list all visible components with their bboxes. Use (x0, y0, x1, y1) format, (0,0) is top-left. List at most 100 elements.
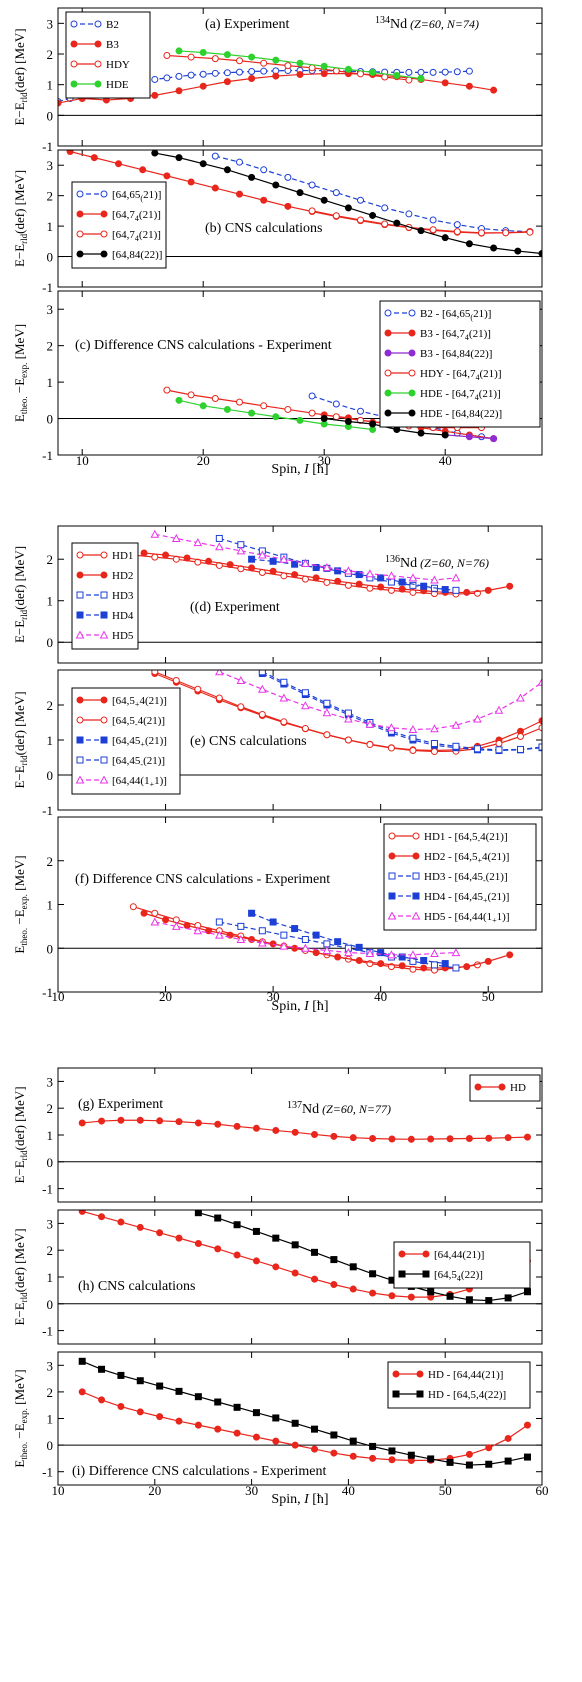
legend-subscript: - (140, 760, 143, 769)
data-point (441, 68, 449, 76)
data-point (452, 742, 460, 750)
data-point (412, 892, 420, 900)
data-point (369, 1442, 377, 1450)
data-point (98, 1213, 106, 1221)
data-point (441, 431, 449, 439)
legend-text: B2 - [64,65 (420, 308, 471, 320)
data-point (252, 1124, 260, 1132)
data-point (384, 389, 392, 397)
data-point (211, 55, 219, 63)
data-point (156, 1413, 164, 1421)
y-tick-label: 1 (47, 898, 54, 913)
data-point (334, 953, 342, 961)
legend-text: (21)] (145, 735, 167, 747)
legend-label: [64,44(21)] (434, 1249, 484, 1261)
data-point (330, 1449, 338, 1457)
data-point (100, 210, 108, 218)
legend-text: HD4 (112, 610, 134, 622)
data-point (193, 926, 203, 935)
data-point (260, 166, 268, 174)
x-tick-label: 10 (52, 1483, 65, 1498)
data-point (117, 1218, 125, 1226)
data-point (129, 903, 137, 911)
legend-box (393, 1241, 531, 1289)
data-point (332, 212, 340, 220)
data-point (233, 1429, 241, 1437)
data-point (484, 586, 492, 594)
data-point (430, 948, 439, 957)
data-point (236, 934, 246, 943)
data-point (463, 588, 471, 596)
data-point (136, 1116, 144, 1124)
data-point (211, 152, 219, 160)
y-tick-label: 0 (47, 635, 54, 650)
data-point (301, 689, 309, 697)
data-point (429, 226, 437, 234)
legend-subscript: + (492, 916, 497, 925)
data-point (416, 1370, 424, 1378)
legend-label: [64,74(21)] (112, 229, 161, 243)
data-point (398, 578, 406, 586)
legend-label: B2 (106, 19, 119, 31)
data-point (236, 68, 243, 76)
data-point (279, 941, 289, 950)
data-point (430, 740, 438, 747)
data-point (398, 1250, 406, 1258)
data-point (465, 1461, 473, 1469)
data-point (349, 1285, 357, 1293)
panel-title: (e) CNS calculations (190, 734, 307, 749)
data-point (215, 534, 223, 542)
data-point (334, 938, 342, 946)
legend-text: HDE - [64,84(22)] (420, 408, 502, 420)
data-point (248, 564, 256, 572)
data-point (429, 216, 437, 224)
data-point (151, 150, 159, 157)
data-point (70, 20, 78, 28)
data-point (357, 407, 364, 415)
ylabel-text: (def) [MeV] (12, 546, 27, 610)
series-line (143, 552, 510, 594)
legend-text: 4(21)] (139, 695, 167, 707)
xlabel-text: [ħ] (309, 462, 329, 477)
data-point (199, 402, 207, 410)
series-line (262, 671, 542, 751)
ylabel-sub: theo. (19, 1442, 29, 1460)
data-point (388, 852, 396, 860)
data-point (183, 922, 191, 929)
data-point (100, 571, 108, 579)
data-point (98, 1117, 106, 1125)
legend-text: HD3 (112, 590, 134, 602)
legend-text: 4(21)] (480, 831, 508, 843)
data-point (392, 1370, 400, 1378)
data-point (377, 949, 385, 957)
legend-text: HDE - [64,7 (420, 388, 475, 400)
y-tick-label: 0 (47, 1438, 54, 1453)
data-point (194, 1393, 202, 1401)
data-point (357, 196, 364, 204)
data-point (90, 154, 98, 162)
data-point (369, 1270, 377, 1278)
data-point (407, 1135, 415, 1143)
data-point (453, 221, 461, 229)
data-point (175, 1417, 183, 1425)
legend-label: [64,65(21)] (112, 189, 161, 203)
legend-text: HD2 (112, 570, 133, 582)
data-point (344, 948, 353, 957)
data-point (163, 52, 171, 60)
data-point (308, 64, 316, 72)
y-tick-label: 1 (47, 219, 54, 234)
legend-text: HD - [64,5,4(22)] (428, 1389, 506, 1401)
data-point (172, 677, 180, 684)
legend-subscript: + (135, 700, 140, 709)
y-tick-label: 3 (47, 158, 54, 173)
data-point (514, 247, 522, 255)
panel-0-0: -1 0 1 2 3 E−Erld(def) [MeV] (a) Experiment 134… (12, 7, 543, 154)
data-point (199, 82, 207, 90)
ylabel-sub: rld (19, 233, 29, 243)
series-line (262, 672, 542, 752)
legend-text: HD5 (112, 630, 134, 642)
y-tick-label: 0 (47, 1297, 54, 1312)
data-point (451, 720, 461, 729)
legend-text: 4(21)] (482, 851, 510, 863)
data-point (384, 349, 392, 357)
